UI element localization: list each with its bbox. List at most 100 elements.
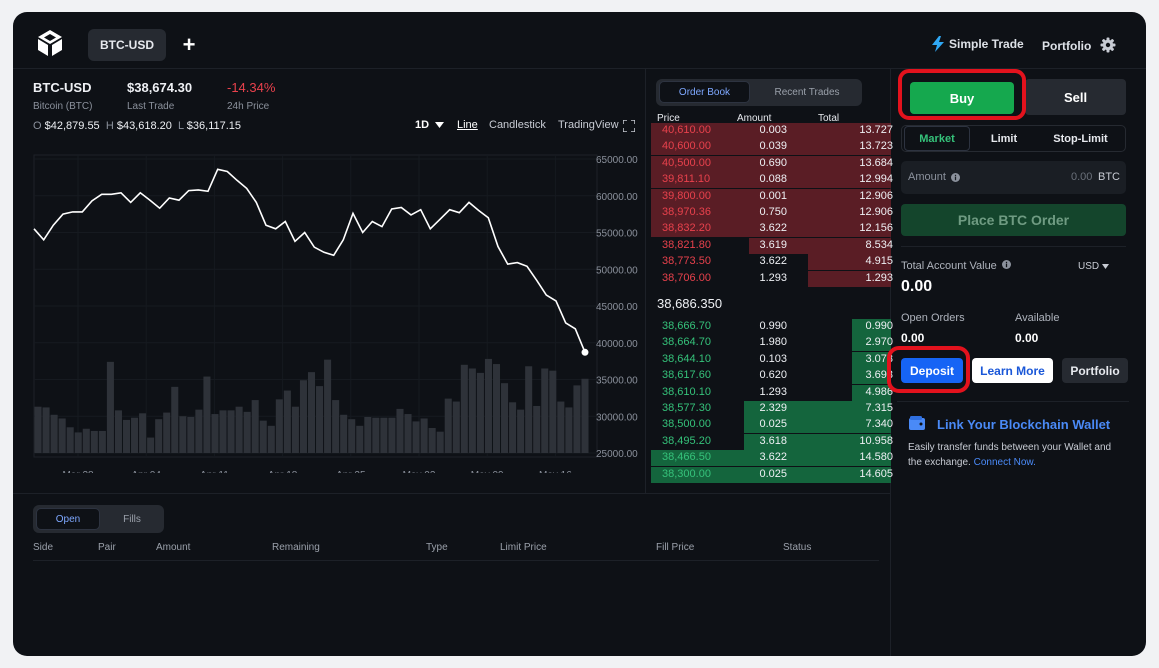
fullscreen-icon[interactable] bbox=[623, 120, 635, 132]
ask-price: 39,800.00 bbox=[662, 189, 711, 202]
open-orders-label: Open Orders bbox=[901, 312, 965, 324]
ask-amount: 3.622 bbox=[759, 255, 787, 268]
bid-amount: 0.025 bbox=[759, 467, 787, 480]
volume-bar bbox=[396, 408, 404, 453]
bid-row[interactable]: 38,466.50 3.622 14.580 bbox=[646, 450, 893, 467]
bid-amount: 0.990 bbox=[759, 320, 787, 332]
ask-amount: 3.619 bbox=[759, 238, 787, 251]
chart-type-tradingview[interactable]: TradingView bbox=[558, 119, 619, 131]
currency-value: USD bbox=[1078, 261, 1100, 272]
bid-row[interactable]: 38,300.00 0.025 14.605 bbox=[646, 466, 893, 483]
ask-row[interactable]: 38,773.50 3.622 4.915 bbox=[646, 254, 893, 271]
bid-row[interactable]: 38,495.20 3.618 10.958 bbox=[646, 433, 893, 450]
bid-total: 4.986 bbox=[865, 385, 893, 398]
ask-row[interactable]: 38,832.20 3.622 12.156 bbox=[646, 221, 893, 238]
buy-button[interactable]: Buy bbox=[910, 82, 1014, 114]
simple-trade-link[interactable]: Simple Trade bbox=[931, 36, 1024, 52]
amount-label: Amount bbox=[908, 171, 946, 183]
volume-bar bbox=[541, 368, 549, 453]
interval-select[interactable]: 1D bbox=[415, 119, 445, 131]
blockchain-logo-icon[interactable] bbox=[35, 28, 65, 58]
orders-column-header: Fill Price bbox=[656, 542, 695, 553]
volume-bar bbox=[42, 407, 50, 453]
volume-bar bbox=[452, 401, 460, 453]
volume-bar bbox=[492, 364, 501, 453]
order-type-market[interactable]: Market bbox=[904, 126, 970, 151]
learn-more-button[interactable]: Learn More bbox=[972, 358, 1053, 383]
bid-row[interactable]: 38,500.00 0.025 7.340 bbox=[646, 417, 893, 434]
tab-fills[interactable]: Fills bbox=[123, 513, 141, 525]
connect-now-link[interactable]: Connect Now. bbox=[973, 457, 1036, 468]
ask-row[interactable]: 39,811.10 0.088 12.994 bbox=[646, 172, 893, 189]
tab-order-book[interactable]: Order Book bbox=[659, 81, 750, 103]
volume-bar bbox=[573, 385, 581, 453]
divider bbox=[33, 560, 879, 561]
bid-total: 10.958 bbox=[859, 434, 893, 447]
ask-row[interactable]: 40,500.00 0.690 13.684 bbox=[646, 155, 893, 172]
bid-price: 38,500.00 bbox=[662, 418, 711, 431]
volume-bar bbox=[98, 430, 106, 453]
order-type-stop-limit[interactable]: Stop-Limit bbox=[1053, 132, 1108, 145]
place-order-button[interactable]: Place BTC Order bbox=[901, 204, 1126, 236]
volume-bar bbox=[581, 378, 589, 453]
chart-type-line[interactable]: Line bbox=[457, 119, 478, 131]
volume-bar bbox=[74, 432, 82, 453]
bid-row[interactable]: 38,664.70 1.980 2.970 bbox=[646, 335, 893, 352]
interval-value: 1D bbox=[415, 119, 430, 131]
tab-recent-trades[interactable]: Recent Trades bbox=[774, 86, 840, 98]
link-wallet-title[interactable]: Link Your Blockchain Wallet bbox=[937, 417, 1111, 432]
ask-depth-bar bbox=[807, 270, 891, 287]
tab-open-orders[interactable]: Open bbox=[36, 508, 100, 530]
divider bbox=[645, 69, 646, 493]
bid-row[interactable]: 38,610.10 1.293 4.986 bbox=[646, 384, 893, 401]
x-tick-label: Mar 28 bbox=[62, 470, 94, 473]
last-price-dot bbox=[581, 348, 589, 356]
tab-btc-usd[interactable]: BTC-USD bbox=[88, 29, 166, 61]
orders-column-header: Type bbox=[426, 542, 448, 553]
volume-bar bbox=[187, 416, 195, 453]
bid-amount: 3.622 bbox=[759, 451, 787, 464]
ask-row[interactable]: 38,821.80 3.619 8.534 bbox=[646, 237, 893, 254]
bid-row[interactable]: 38,617.60 0.620 3.693 bbox=[646, 368, 893, 385]
ask-row[interactable]: 38,970.36 0.750 12.906 bbox=[646, 205, 893, 221]
bid-price: 38,466.50 bbox=[662, 451, 711, 464]
y-tick-label: 50000.00 bbox=[596, 265, 638, 276]
gear-icon[interactable] bbox=[1100, 37, 1116, 53]
ask-row[interactable]: 40,600.00 0.039 13.723 bbox=[646, 139, 893, 156]
price-chart[interactable]: 65000.00 60000.00 55000.00 50000.00 45000.00… bbox=[13, 138, 645, 473]
ask-amount: 0.003 bbox=[759, 124, 787, 136]
bid-total: 3.073 bbox=[865, 352, 893, 365]
volume-bar bbox=[275, 399, 283, 453]
portfolio-link[interactable]: Portfolio bbox=[1042, 39, 1092, 53]
amount-field[interactable]: Amount 0.00 BTC bbox=[901, 161, 1126, 194]
sell-button[interactable]: Sell bbox=[1025, 79, 1126, 115]
ask-row[interactable]: 38,706.00 1.293 1.293 bbox=[646, 270, 893, 287]
chart-type-candlestick[interactable]: Candlestick bbox=[489, 119, 546, 131]
ask-amount: 0.750 bbox=[759, 206, 787, 218]
x-tick-label: Apr 25 bbox=[336, 470, 366, 473]
x-tick-label: Apr 18 bbox=[268, 470, 298, 473]
ask-price: 38,821.80 bbox=[662, 238, 711, 251]
bid-row[interactable]: 38,644.10 0.103 3.073 bbox=[646, 351, 893, 368]
ask-row[interactable]: 39,800.00 0.001 12.906 bbox=[646, 188, 893, 205]
ask-depth-bar bbox=[650, 172, 891, 189]
divider bbox=[13, 493, 890, 494]
open-value: $42,879.55 bbox=[44, 120, 100, 132]
ask-price: 38,706.00 bbox=[662, 271, 711, 284]
y-tick-label: 45000.00 bbox=[596, 302, 638, 313]
currency-select[interactable]: USD bbox=[1078, 261, 1109, 272]
ask-row[interactable]: 40,610.00 0.003 13.727 bbox=[646, 123, 893, 139]
portfolio-button[interactable]: Portfolio bbox=[1062, 358, 1128, 383]
bid-row[interactable]: 38,577.30 2.329 7.315 bbox=[646, 401, 893, 417]
bid-price: 38,495.20 bbox=[662, 434, 711, 447]
ask-total: 13.723 bbox=[859, 140, 893, 153]
volume-bar bbox=[251, 400, 259, 453]
volume-bar bbox=[356, 425, 364, 453]
order-type-limit[interactable]: Limit bbox=[990, 132, 1018, 145]
deposit-button[interactable]: Deposit bbox=[901, 358, 963, 383]
bid-depth-bar bbox=[650, 466, 891, 483]
ask-total: 1.293 bbox=[865, 271, 893, 284]
add-tab-button[interactable]: + bbox=[182, 32, 196, 57]
volume-bar bbox=[283, 390, 291, 453]
bid-row[interactable]: 38,666.70 0.990 0.990 bbox=[646, 319, 893, 335]
